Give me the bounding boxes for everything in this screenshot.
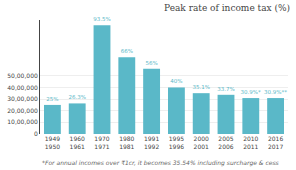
- svg-text:19601961: 19601961: [70, 135, 85, 150]
- svg-text:19951996: 19951996: [169, 135, 184, 150]
- svg-text:50,00,000: 50,00,000: [7, 72, 38, 79]
- svg-text:20,00,000: 20,00,000: [7, 107, 38, 114]
- svg-text:30.9%**: 30.9%**: [264, 89, 287, 95]
- svg-text:26.3%: 26.3%: [68, 94, 85, 100]
- svg-text:30,00,000: 30,00,000: [7, 95, 38, 102]
- svg-text:56%: 56%: [145, 60, 157, 66]
- svg-text:93.5%: 93.5%: [93, 16, 110, 22]
- svg-text:19701971: 19701971: [94, 135, 109, 150]
- svg-text:20052006: 20052006: [218, 135, 233, 150]
- svg-text:20002001: 20002001: [194, 135, 209, 150]
- svg-text:40%: 40%: [170, 78, 182, 84]
- svg-text:33.7%: 33.7%: [217, 86, 234, 92]
- svg-text:Peak rate of income tax (%): Peak rate of income tax (%): [164, 3, 290, 13]
- svg-text:30.9%*: 30.9%*: [241, 89, 261, 95]
- svg-text:25%: 25%: [46, 96, 58, 102]
- svg-text:10,00,000: 10,00,000: [7, 118, 38, 125]
- svg-text:19911992: 19911992: [144, 135, 159, 150]
- svg-text:66%: 66%: [121, 48, 133, 54]
- svg-text:40,00,000: 40,00,000: [7, 84, 38, 91]
- svg-text:20102011: 20102011: [243, 135, 258, 150]
- svg-text:0: 0: [34, 130, 38, 137]
- svg-text:19801981: 19801981: [119, 135, 134, 150]
- svg-text:35.1%: 35.1%: [192, 84, 209, 90]
- svg-text:20162017: 20162017: [268, 135, 283, 150]
- svg-text:19491950: 19491950: [45, 135, 60, 150]
- svg-text:*For annual incomes over ₹1cr,: *For annual incomes over ₹1cr, it become…: [42, 159, 279, 167]
